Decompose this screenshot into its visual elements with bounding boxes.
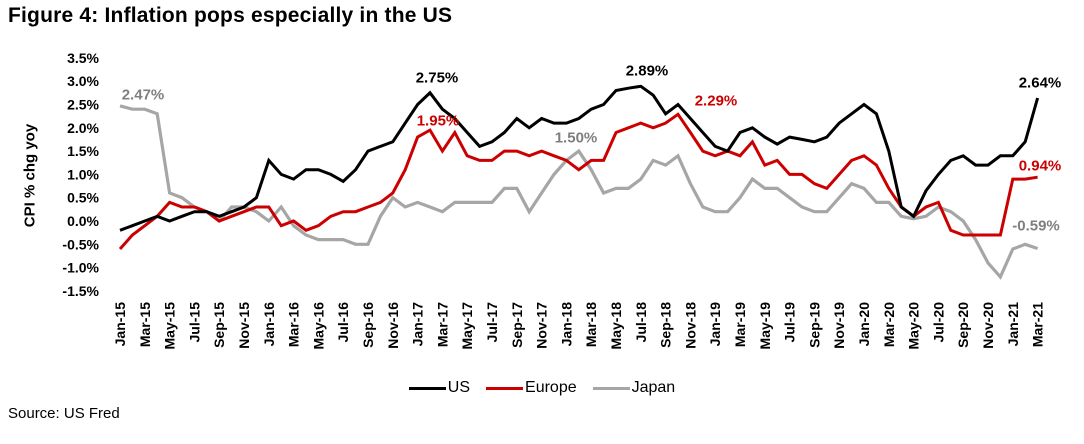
- europe-line: [118, 112, 1038, 250]
- europe-line-swatch: [486, 386, 524, 390]
- japan-line: [119, 104, 1039, 280]
- x-tick-label: Jul-15: [186, 302, 202, 343]
- us-line-swatch: [408, 386, 446, 390]
- y-tick-label: 3.5%: [67, 50, 99, 66]
- chart-title: Figure 4: Inflation pops especially in t…: [8, 4, 453, 27]
- y-tick-label: -1.5%: [62, 283, 99, 299]
- x-tick-label: Sep-20: [955, 302, 971, 348]
- x-tick-label: Mar-20: [881, 302, 897, 347]
- annotation-us-2.89: 2.89%: [626, 63, 669, 80]
- source-note: Source: US Fred: [8, 405, 120, 422]
- x-tick-label: Jan-20: [856, 302, 872, 347]
- x-tick-label: Mar-15: [137, 302, 153, 347]
- legend-label-japan: Japan: [631, 379, 676, 396]
- x-tick-label: Jul-17: [484, 302, 500, 343]
- x-tick-label: Jul-16: [335, 302, 351, 343]
- x-tick-label: Mar-17: [434, 302, 450, 347]
- x-tick-label: Sep-17: [509, 302, 525, 348]
- chart-legend: US Europe Japan: [0, 379, 1084, 397]
- x-tick-label: May-19: [757, 302, 773, 350]
- x-tick-label: Jan-17: [410, 302, 426, 347]
- annotation-japan--0.59: -0.59%: [1012, 218, 1060, 235]
- x-tick-label: May-15: [162, 302, 178, 350]
- legend-item-europe: Europe: [486, 379, 577, 397]
- x-tick-label: Jul-20: [930, 302, 946, 343]
- x-tick-label: Jul-18: [633, 302, 649, 343]
- x-tick-label: Jan-16: [261, 302, 277, 347]
- x-tick-label: Nov-18: [682, 302, 698, 349]
- legend-item-us: US: [408, 379, 471, 397]
- x-tick-label: Mar-19: [732, 302, 748, 347]
- x-tick-label: Nov-17: [534, 302, 550, 349]
- x-tick-label: Nov-15: [236, 302, 252, 349]
- y-tick-label: 2.0%: [67, 120, 99, 136]
- annotation-japan-1.50: 1.50%: [555, 130, 598, 147]
- x-tick-label: May-18: [608, 302, 624, 350]
- x-tick-label: Mar-18: [583, 302, 599, 347]
- x-tick-label: Sep-16: [360, 302, 376, 348]
- x-tick-label: Jul-19: [782, 302, 798, 343]
- x-tick-label: Jan-18: [558, 302, 574, 347]
- annotation-us-2.64: 2.64%: [1019, 75, 1062, 92]
- x-tick-label: May-16: [310, 302, 326, 350]
- annotation-europe-0.94: 0.94%: [1019, 158, 1062, 175]
- x-tick-label: Nov-20: [980, 302, 996, 349]
- line-chart-canvas: 3.5% 3.0% 2.5% 2.0% 1.5% 1.0% 0.5% 0.0% -0.5% -1.…: [62, 50, 1062, 350]
- x-tick-label: Jan-15: [112, 302, 128, 347]
- y-tick-label: 0.5%: [67, 190, 99, 206]
- y-tick-label: 2.5%: [67, 97, 99, 113]
- legend-label-europe: Europe: [525, 379, 577, 396]
- y-tick-label: 0.0%: [67, 213, 99, 229]
- x-tick-label: Jan-21: [1005, 302, 1021, 347]
- x-tick-label: Jan-19: [707, 302, 723, 347]
- legend-item-japan: Japan: [592, 379, 676, 397]
- legend-label-us: US: [447, 379, 471, 396]
- annotation-japan-2.47: 2.47%: [122, 87, 165, 104]
- japan-line-swatch: [592, 386, 630, 390]
- x-tick-label: Sep-18: [658, 302, 674, 348]
- annotation-us-2.75: 2.75%: [416, 70, 459, 87]
- x-tick-label: Mar-16: [286, 302, 302, 347]
- us-line: [119, 84, 1040, 232]
- annotation-europe-1.95: 1.95%: [417, 113, 460, 130]
- x-tick-label: May-20: [906, 302, 922, 350]
- y-tick-label: 1.0%: [67, 166, 99, 182]
- y-tick-label: -0.5%: [62, 236, 99, 252]
- x-tick-label: Nov-19: [831, 302, 847, 349]
- x-tick-label: May-17: [459, 302, 475, 350]
- y-tick-label: -1.0%: [62, 260, 99, 276]
- x-tick-label: Mar-21: [1030, 302, 1046, 347]
- x-tick-label: Sep-15: [211, 302, 227, 348]
- x-tick-label: Sep-19: [806, 302, 822, 348]
- annotation-europe-2.29: 2.29%: [695, 93, 738, 110]
- y-tick-label: 3.0%: [67, 73, 99, 89]
- x-tick-label: Nov-16: [385, 302, 401, 349]
- y-tick-label: 1.5%: [67, 143, 99, 159]
